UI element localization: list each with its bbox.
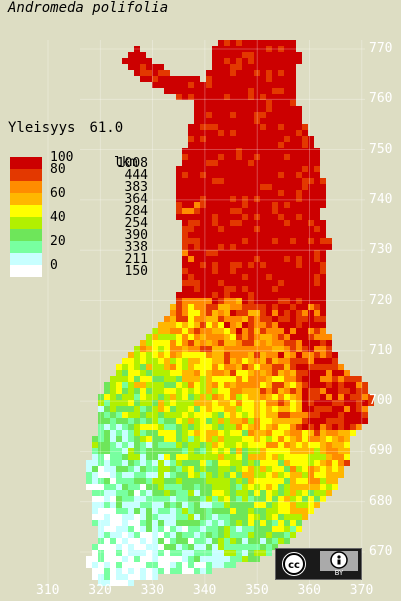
legend-percent: 40 (50, 210, 66, 225)
legend-count: 364 (124, 192, 148, 207)
y-tick-label: 760 (369, 91, 393, 107)
legend-swatch (10, 253, 42, 265)
x-tick-label: 310 (36, 583, 60, 598)
legend-percent: 80 (50, 162, 66, 177)
legend-swatch (10, 205, 42, 217)
legend-swatch (10, 217, 42, 229)
legend-count: 150 (124, 264, 148, 279)
x-tick-label: 370 (349, 583, 374, 598)
legend-count: 211 (124, 252, 148, 267)
x-tick-label: 320 (88, 583, 112, 598)
legend-swatch (10, 193, 42, 205)
y-tick-label: 730 (369, 242, 393, 258)
creative-commons-by-icon: cc (282, 551, 358, 576)
y-tick-label: 750 (369, 141, 393, 157)
y-tick-label: 740 (369, 191, 393, 207)
x-tick-label: 340 (192, 583, 217, 598)
legend-count-header: lkm (114, 155, 138, 170)
legend-count: 254 (124, 216, 148, 231)
legend-count: 383 (124, 180, 148, 195)
legend-percent: 100 (50, 150, 74, 165)
y-tick-label: 700 (369, 393, 393, 409)
legend-percent: 60 (50, 186, 66, 201)
cc-glyph: cc (288, 560, 300, 571)
license-badge: cc BY (275, 548, 362, 580)
y-tick-label: 680 (369, 493, 393, 509)
x-tick-label: 350 (245, 583, 269, 598)
prevalence-readout: Yleisyys 61.0 (8, 120, 123, 136)
legend-count: 390 (124, 228, 148, 243)
y-tick-label: 690 (369, 443, 393, 459)
legend-count: 284 (124, 204, 148, 219)
legend-percent: 0 (50, 258, 58, 273)
legend-swatch (10, 229, 42, 241)
prevalence-label: Yleisyys (8, 120, 76, 136)
legend-count: 444 (124, 168, 148, 183)
y-tick-label: 670 (369, 544, 393, 559)
legend-swatch (10, 265, 42, 277)
legend-swatch (10, 241, 42, 253)
x-tick-label: 330 (140, 583, 165, 598)
license-attribution: BY (334, 569, 344, 577)
x-tick-label: 360 (297, 583, 321, 598)
map-title: Andromeda polifolia (8, 0, 169, 16)
legend-count: 338 (124, 240, 148, 255)
y-tick-label: 720 (369, 292, 393, 308)
y-tick-label: 770 (369, 41, 393, 56)
legend-swatch (10, 157, 42, 169)
legend-swatch (10, 181, 42, 193)
legend-percent: 20 (50, 234, 66, 249)
legend-swatch (10, 169, 42, 181)
legend-count: 1008 (116, 156, 148, 171)
y-tick-label: 710 (369, 342, 393, 358)
prevalence-value: 61.0 (89, 120, 124, 136)
